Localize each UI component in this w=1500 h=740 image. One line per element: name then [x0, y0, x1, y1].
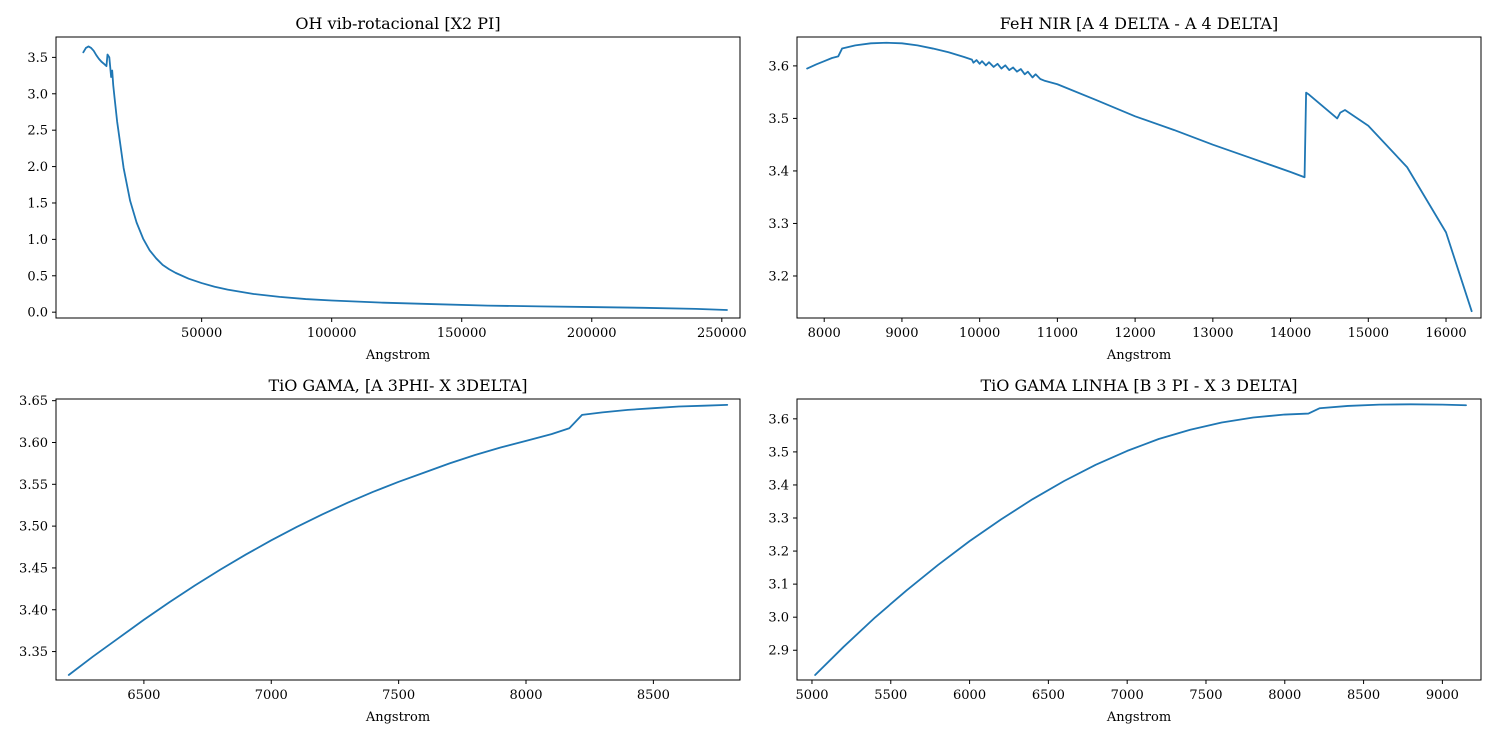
y-tick-label: 3.65 — [19, 394, 48, 409]
y-tick-label: 3.2 — [768, 269, 789, 284]
y-tick-label: 3.6 — [768, 59, 789, 74]
x-tick-label: 15000 — [1348, 326, 1389, 341]
y-tick-label: 3.0 — [27, 87, 48, 102]
axes-frame — [55, 36, 741, 319]
x-tick-label: 250000 — [697, 326, 747, 341]
y-tick-label: 3.60 — [19, 436, 48, 451]
y-tick-label: 3.40 — [19, 603, 48, 618]
x-tick-label: 9000 — [885, 326, 918, 341]
y-tick-label: 3.4 — [768, 478, 789, 493]
x-tick-label: 6500 — [1032, 688, 1065, 703]
x-tick-label: 5000 — [795, 688, 828, 703]
y-tick-label: 3.2 — [768, 545, 789, 560]
x-tick-label: 7500 — [1189, 688, 1222, 703]
axes-frame — [796, 36, 1482, 319]
y-tick-label: 3.3 — [768, 217, 789, 232]
x-tick-label: 8000 — [509, 688, 542, 703]
x-axis-label: Angstrom — [365, 710, 430, 725]
y-tick-label: 3.50 — [19, 520, 48, 535]
y-tick-label: 1.0 — [27, 233, 48, 248]
x-tick-label: 8000 — [808, 326, 841, 341]
axes-frame — [796, 398, 1482, 681]
x-tick-label: 11000 — [1037, 326, 1078, 341]
x-tick-label: 8500 — [1347, 688, 1380, 703]
y-tick-label: 3.3 — [768, 512, 789, 527]
x-tick-label: 100000 — [307, 326, 357, 341]
y-tick-label: 0.5 — [27, 269, 48, 284]
x-tick-label: 7000 — [255, 688, 288, 703]
y-tick-label: 2.5 — [27, 124, 48, 139]
series-line — [806, 41, 1473, 313]
feh-subplot: FeH NIR [A 4 DELTA - A 4 DELTA] Angstrom… — [768, 14, 1482, 363]
x-tick-label: 14000 — [1270, 326, 1311, 341]
tio-gamma-subplot: TiO GAMA, [A 3PHI- X 3DELTA] Angstrom 65… — [19, 376, 741, 725]
x-tick-label: 13000 — [1192, 326, 1233, 341]
y-tick-label: 3.35 — [19, 645, 48, 660]
series-line — [67, 403, 729, 676]
x-tick-label: 8500 — [637, 688, 670, 703]
y-tick-label: 3.1 — [768, 578, 789, 593]
y-tick-label: 2.0 — [27, 160, 48, 175]
y-tick-label: 3.0 — [768, 611, 789, 626]
oh-subplot: OH vib-rotacional [X2 PI] Angstrom 50000… — [27, 14, 746, 363]
subplot-title: TiO GAMA LINHA [B 3 PI - X 3 DELTA] — [980, 376, 1297, 395]
y-tick-label: 3.6 — [768, 412, 789, 427]
subplot-title: TiO GAMA, [A 3PHI- X 3DELTA] — [268, 376, 527, 395]
series-line — [814, 403, 1467, 676]
y-tick-label: 3.5 — [27, 51, 48, 66]
subplot-title: FeH NIR [A 4 DELTA - A 4 DELTA] — [1000, 14, 1278, 33]
x-tick-label: 50000 — [181, 326, 222, 341]
tio-gamma-prime-subplot: TiO GAMA LINHA [B 3 PI - X 3 DELTA] Angs… — [768, 376, 1482, 725]
x-tick-label: 8000 — [1268, 688, 1301, 703]
x-tick-label: 9000 — [1426, 688, 1459, 703]
x-axis-label: Angstrom — [365, 348, 430, 363]
x-tick-label: 7500 — [382, 688, 415, 703]
x-tick-label: 6500 — [127, 688, 160, 703]
x-tick-label: 150000 — [437, 326, 487, 341]
y-tick-label: 3.4 — [768, 164, 789, 179]
x-tick-label: 7000 — [1111, 688, 1144, 703]
subplot-title: OH vib-rotacional [X2 PI] — [295, 14, 500, 33]
x-tick-label: 5500 — [874, 688, 907, 703]
x-tick-label: 6000 — [953, 688, 986, 703]
x-axis-label: Angstrom — [1106, 710, 1171, 725]
x-tick-label: 200000 — [567, 326, 617, 341]
x-tick-label: 10000 — [959, 326, 1000, 341]
x-axis-label: Angstrom — [1106, 348, 1171, 363]
y-tick-label: 3.5 — [768, 445, 789, 460]
y-tick-label: 0.0 — [27, 306, 48, 321]
y-tick-label: 1.5 — [27, 196, 48, 211]
y-tick-label: 3.55 — [19, 478, 48, 493]
y-tick-label: 2.9 — [768, 644, 789, 659]
x-tick-label: 16000 — [1425, 326, 1466, 341]
y-tick-label: 3.5 — [768, 112, 789, 127]
x-tick-label: 12000 — [1114, 326, 1155, 341]
series-line — [82, 45, 728, 311]
y-tick-label: 3.45 — [19, 561, 48, 576]
axes-frame — [55, 398, 741, 681]
